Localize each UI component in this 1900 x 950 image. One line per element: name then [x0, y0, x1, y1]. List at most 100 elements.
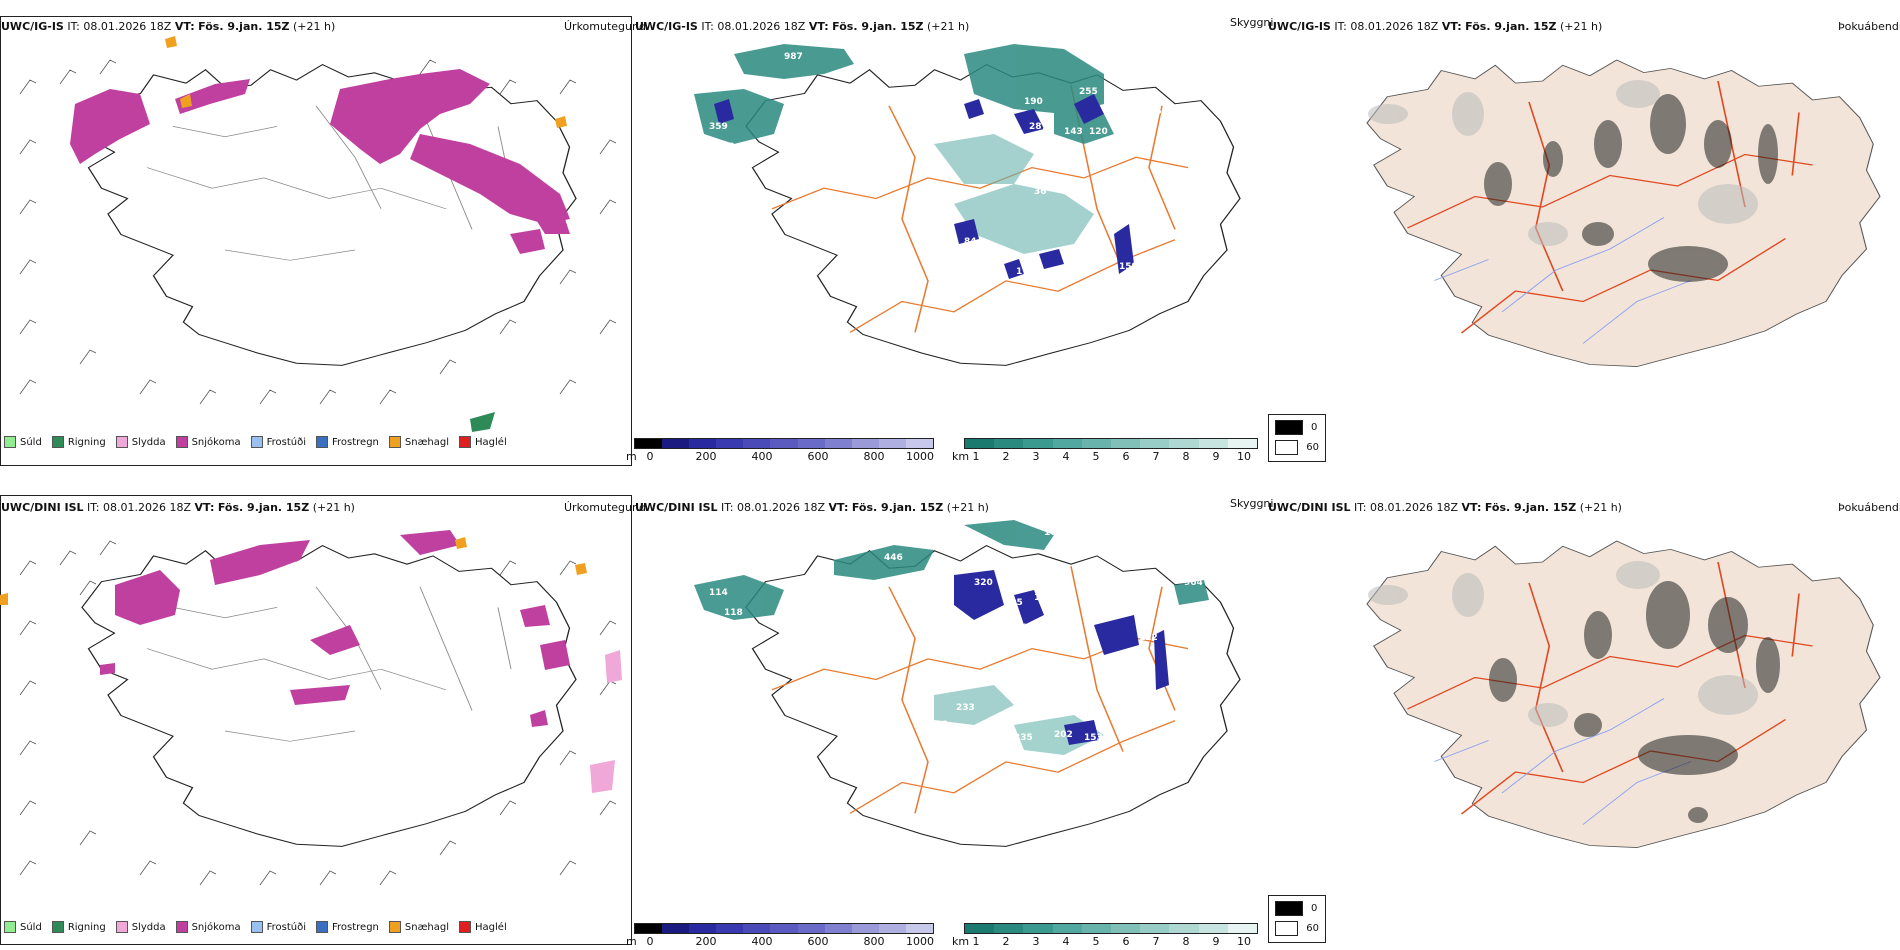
colorbar-tick: 9	[1212, 935, 1220, 948]
legend-item: Snæhagl	[388, 436, 449, 448]
ceiling-label: 233	[956, 703, 975, 713]
panel-title: UWC/IG-IS IT: 08.01.2026 18Z VT: Fös. 9.…	[635, 20, 970, 33]
ceiling-label: 446	[884, 553, 903, 563]
ceiling-label: 179	[1016, 267, 1035, 277]
ceiling-label: 94	[1179, 613, 1192, 623]
ceiling-label: 754	[1174, 197, 1193, 207]
ceiling-label: 255	[1079, 87, 1098, 97]
snow-areas	[70, 69, 570, 254]
colorbar-tick: 800	[863, 935, 885, 948]
legend-item: Haglél	[459, 436, 507, 448]
colorbar-unit: km	[952, 935, 970, 948]
ceiling-label: 111	[989, 623, 1008, 633]
colorbar-tick: 6	[1122, 450, 1130, 463]
legend-item: Rigning	[51, 921, 106, 933]
panel-type-label: Skyggni	[1230, 497, 1274, 510]
ceiling-label: 987	[784, 52, 803, 62]
visibility-colorbar-gradient	[964, 438, 1258, 449]
low-ceiling-areas	[714, 94, 1134, 279]
panel-type-label: Þokuábendi	[1838, 501, 1900, 514]
ceiling-label: 84	[964, 237, 977, 247]
precip-type-panel: UWC/IG-IS IT: 08.01.2026 18Z VT: Fös. 9.…	[0, 0, 646, 475]
fog-indicator-panel: 0 60 UWC/DINI ISL IT: 08.01.2026 18Z VT:…	[1268, 475, 1900, 950]
colorbar-tick: 7	[1152, 450, 1160, 463]
colorbar-tick: 1000	[906, 935, 934, 948]
colorbar-unit: km	[952, 450, 970, 463]
panel-title: UWC/DINI ISL IT: 08.01.2026 18Z VT: Fös.…	[1, 501, 355, 514]
colorbar-tick: 400	[751, 450, 773, 463]
fog-legend: 0 60	[1268, 414, 1326, 462]
snow-areas	[100, 530, 570, 727]
colorbar-tick: 0	[646, 450, 654, 463]
fog-shading	[1489, 581, 1780, 823]
legend-item: Frostúði	[250, 436, 306, 448]
ceiling-colorbar-gradient	[634, 438, 934, 449]
colorbar-tick: 9	[1212, 450, 1220, 463]
legend-item: Haglél	[459, 921, 507, 933]
fog-indicator-panel: 0 60 UWC/IG-IS IT: 08.01.2026 18Z VT: Fö…	[1268, 0, 1900, 475]
low-ceiling-areas	[954, 570, 1169, 745]
visibility-colorbar: km 1 2 3 4 5 6 7 8 9 10	[952, 923, 1258, 949]
legend-item: Slydda	[115, 436, 166, 448]
ceiling-label: 107	[989, 638, 1008, 648]
legend-swatch	[459, 436, 472, 448]
legend-swatch	[51, 921, 64, 933]
colorbar-tick: 4	[1062, 935, 1070, 948]
ceiling-label: 122	[1139, 633, 1158, 643]
visibility-colorbar-gradient	[964, 923, 1258, 934]
panel-title: UWC/DINI ISL IT: 08.01.2026 18Z VT: Fös.…	[1268, 501, 1622, 514]
ceiling-label: 118	[724, 608, 743, 618]
colorbar-tick: 10	[1237, 935, 1251, 948]
fog-legend: 0 60	[1268, 895, 1326, 943]
legend-swatch	[1275, 921, 1299, 936]
colorbar-tick: 600	[807, 935, 829, 948]
colorbar-tick: 6	[1122, 935, 1130, 948]
legend-swatch	[250, 921, 263, 933]
colorbar-tick: 5	[1092, 450, 1100, 463]
ceiling-label: 159	[1119, 262, 1138, 272]
legend-swatch	[175, 921, 188, 933]
ceiling-label: 96	[1149, 107, 1162, 117]
low-visibility-areas	[694, 520, 1209, 620]
precip-type-panel: UWC/DINI ISL IT: 08.01.2026 18Z VT: Fös.…	[0, 475, 646, 950]
legend-swatch	[1275, 440, 1299, 455]
legend-swatch	[1275, 901, 1303, 916]
ceiling-label: 93	[1054, 182, 1067, 192]
ceiling-value-labels: 987 978 946 136 80 359 250 235 190 287 2…	[709, 47, 1207, 287]
forecast-row-dini: UWC/DINI ISL IT: 08.01.2026 18Z VT: Fös.…	[0, 475, 1900, 950]
legend-swatch	[388, 921, 401, 933]
colorbar-tick: 10	[1237, 450, 1251, 463]
visibility-panel: UWC/DINI ISL IT: 08.01.2026 18Z VT: Fös.…	[626, 475, 1273, 950]
ceiling-label: 202	[1054, 730, 1073, 740]
ceiling-label: 80	[786, 85, 799, 95]
legend-swatch	[175, 436, 188, 448]
colorbar-tick: 1	[972, 935, 980, 948]
colorbar-tick: 800	[863, 450, 885, 463]
panel-title: UWC/DINI ISL IT: 08.01.2026 18Z VT: Fös.…	[635, 501, 989, 514]
legend-swatch	[4, 436, 16, 448]
ceiling-label: 108	[1074, 548, 1093, 558]
ceiling-label: 964	[1184, 578, 1203, 588]
ceiling-label: 75	[1194, 167, 1207, 177]
iceland-fog-map	[1366, 540, 1881, 849]
iceland-precip-map	[0, 530, 622, 886]
colorbar-tick: 200	[695, 450, 717, 463]
panel-type-label: Úrkomutegund	[564, 501, 646, 514]
colorbar-tick: 400	[751, 935, 773, 948]
ceiling-label: 136	[764, 87, 783, 97]
precip-type-legend: Súld Rigning Slydda Snjókoma Frostúði Fr…	[4, 921, 507, 933]
legend-item: Frostúði	[250, 921, 306, 933]
forecast-row-igis: UWC/IG-IS IT: 08.01.2026 18Z VT: Fös. 9.…	[0, 0, 1900, 475]
colorbar-tick: 4	[1062, 450, 1070, 463]
ceiling-label: 190	[1024, 97, 1043, 107]
legend-swatch	[316, 436, 328, 448]
ceiling-label: 181	[969, 638, 988, 648]
colorbar-tick: 8	[1182, 450, 1190, 463]
legend-item: Snjókoma	[175, 921, 241, 933]
legend-item: Snjókoma	[175, 436, 241, 448]
legend-swatch	[115, 436, 128, 448]
ceiling-label: 946	[1104, 47, 1123, 57]
ceiling-value-labels: 446 175 326 320 106 105 114 118 122 94 9…	[709, 528, 1203, 743]
legend-item: Súld	[4, 436, 42, 448]
panel-type-label: Skyggni	[1230, 16, 1274, 29]
